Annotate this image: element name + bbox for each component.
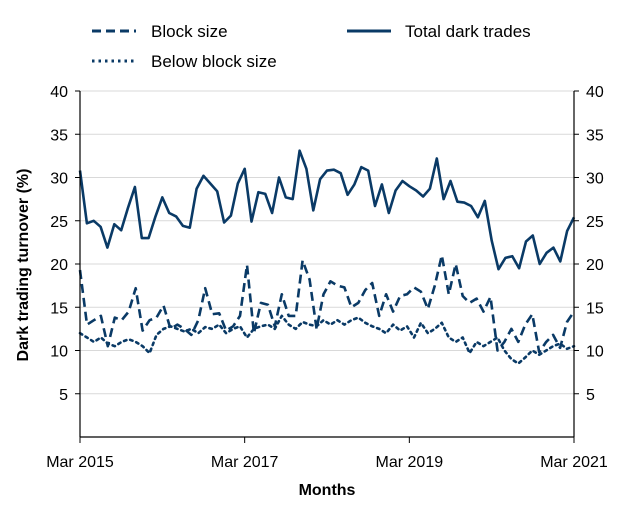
y-tick-label-left-10: 10: [50, 344, 68, 361]
y-tick-label-right-35: 35: [586, 127, 604, 144]
axes: [75, 90, 579, 443]
y-tick-label-left-20: 20: [50, 257, 68, 274]
legend-label-block-size: Block size: [151, 22, 228, 41]
x-tick-label-1: Mar 2017: [211, 454, 279, 471]
series-lines: [78, 149, 576, 365]
legend-label-total-dark-trades: Total dark trades: [405, 22, 531, 41]
tick-labels: 5 5 10 10 15 15 20 20 25 25 30 30 35 35 40 40 Mar 2015 Ma…: [46, 84, 608, 471]
legend: Block size Below block size Total dark t…: [92, 22, 531, 71]
y-tick-label-left-25: 25: [50, 214, 68, 231]
y-axis-title: Dark trading turnover (%): [15, 169, 32, 362]
y-tick-label-right-10: 10: [586, 344, 604, 361]
y-tick-label-left-30: 30: [50, 171, 68, 188]
legend-label-below-block-size: Below block size: [151, 52, 277, 71]
y-tick-label-left-40: 40: [50, 84, 68, 101]
x-tick-label-2: Mar 2019: [376, 454, 444, 471]
y-tick-label-right-20: 20: [586, 257, 604, 274]
y-tick-label-right-25: 25: [586, 214, 604, 231]
y-tick-label-right-40: 40: [586, 84, 604, 101]
y-tick-label-left-5: 5: [59, 387, 68, 404]
y-tick-label-left-15: 15: [50, 300, 68, 317]
x-axis-title: Months: [299, 482, 356, 499]
series-line-total-dark-trades: [78, 149, 576, 271]
y-tick-label-right-15: 15: [586, 300, 604, 317]
series-line-below-block-size: [78, 314, 576, 365]
y-tick-label-right-30: 30: [586, 171, 604, 188]
gridlines: [80, 90, 574, 395]
y-tick-label-left-35: 35: [50, 127, 68, 144]
x-tick-label-0: Mar 2015: [46, 454, 114, 471]
series-line-block-size: [78, 254, 576, 354]
x-tick-label-3: Mar 2021: [540, 454, 608, 471]
y-tick-label-right-5: 5: [586, 387, 595, 404]
